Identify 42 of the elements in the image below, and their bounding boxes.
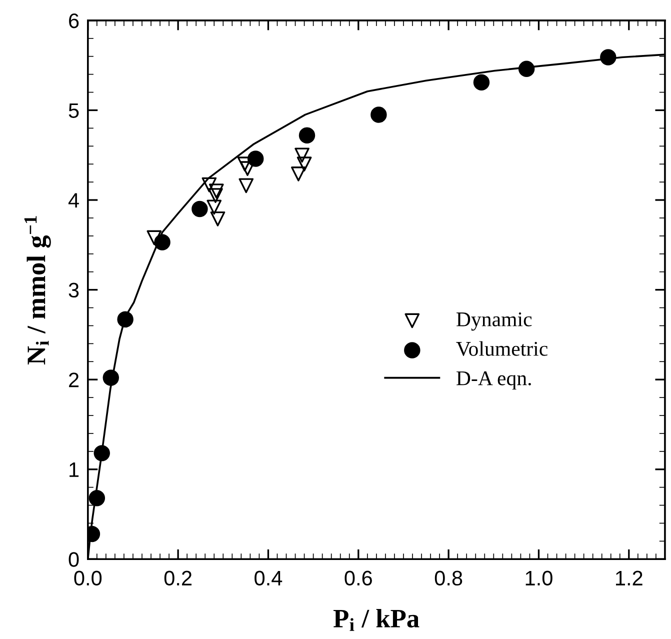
legend-label: D-A eqn. xyxy=(456,371,531,390)
point xyxy=(238,178,254,194)
point xyxy=(88,490,106,506)
legend-label: Volumetric xyxy=(456,341,548,356)
y-tick-label: 0 xyxy=(68,552,79,567)
point xyxy=(154,234,170,250)
x-tick-label: 1.0 xyxy=(526,570,552,586)
y-axis-title: N$_{i}$ / mmol g$^{−1}$ xyxy=(24,216,51,364)
point xyxy=(600,49,616,66)
y-tick-label: 1 xyxy=(70,462,79,477)
point xyxy=(102,370,120,386)
x-tick-label: 0.2 xyxy=(164,570,192,586)
x-tick-label: 0.0 xyxy=(74,570,102,586)
point xyxy=(146,230,162,246)
point xyxy=(296,156,312,172)
point xyxy=(247,150,264,167)
point xyxy=(473,74,490,91)
point xyxy=(202,177,217,192)
point xyxy=(291,166,306,182)
y-tick-label: 2 xyxy=(69,372,79,388)
x-tick-label: 0.6 xyxy=(344,570,372,586)
x-tick-label: 0.4 xyxy=(254,570,282,586)
y-tick-label: 4 xyxy=(68,193,79,208)
point xyxy=(294,148,310,163)
point xyxy=(208,188,223,203)
point xyxy=(518,60,535,78)
point xyxy=(206,200,222,215)
point xyxy=(298,127,316,144)
x-axis-title: P$_{i}$ / kPa xyxy=(333,608,420,631)
y-tick-label: 5 xyxy=(68,103,79,118)
point xyxy=(94,445,110,462)
point xyxy=(192,200,208,218)
legend-label: Dynamic xyxy=(456,312,532,331)
x-tick-label: 1.2 xyxy=(616,570,642,586)
point xyxy=(210,211,226,226)
x-tick-label: 0.8 xyxy=(434,570,462,586)
point xyxy=(370,106,387,123)
y-tick-label: 3 xyxy=(68,282,79,298)
point xyxy=(208,184,224,198)
y-tick-label: 6 xyxy=(69,13,79,28)
point xyxy=(117,311,134,328)
point xyxy=(240,161,255,176)
